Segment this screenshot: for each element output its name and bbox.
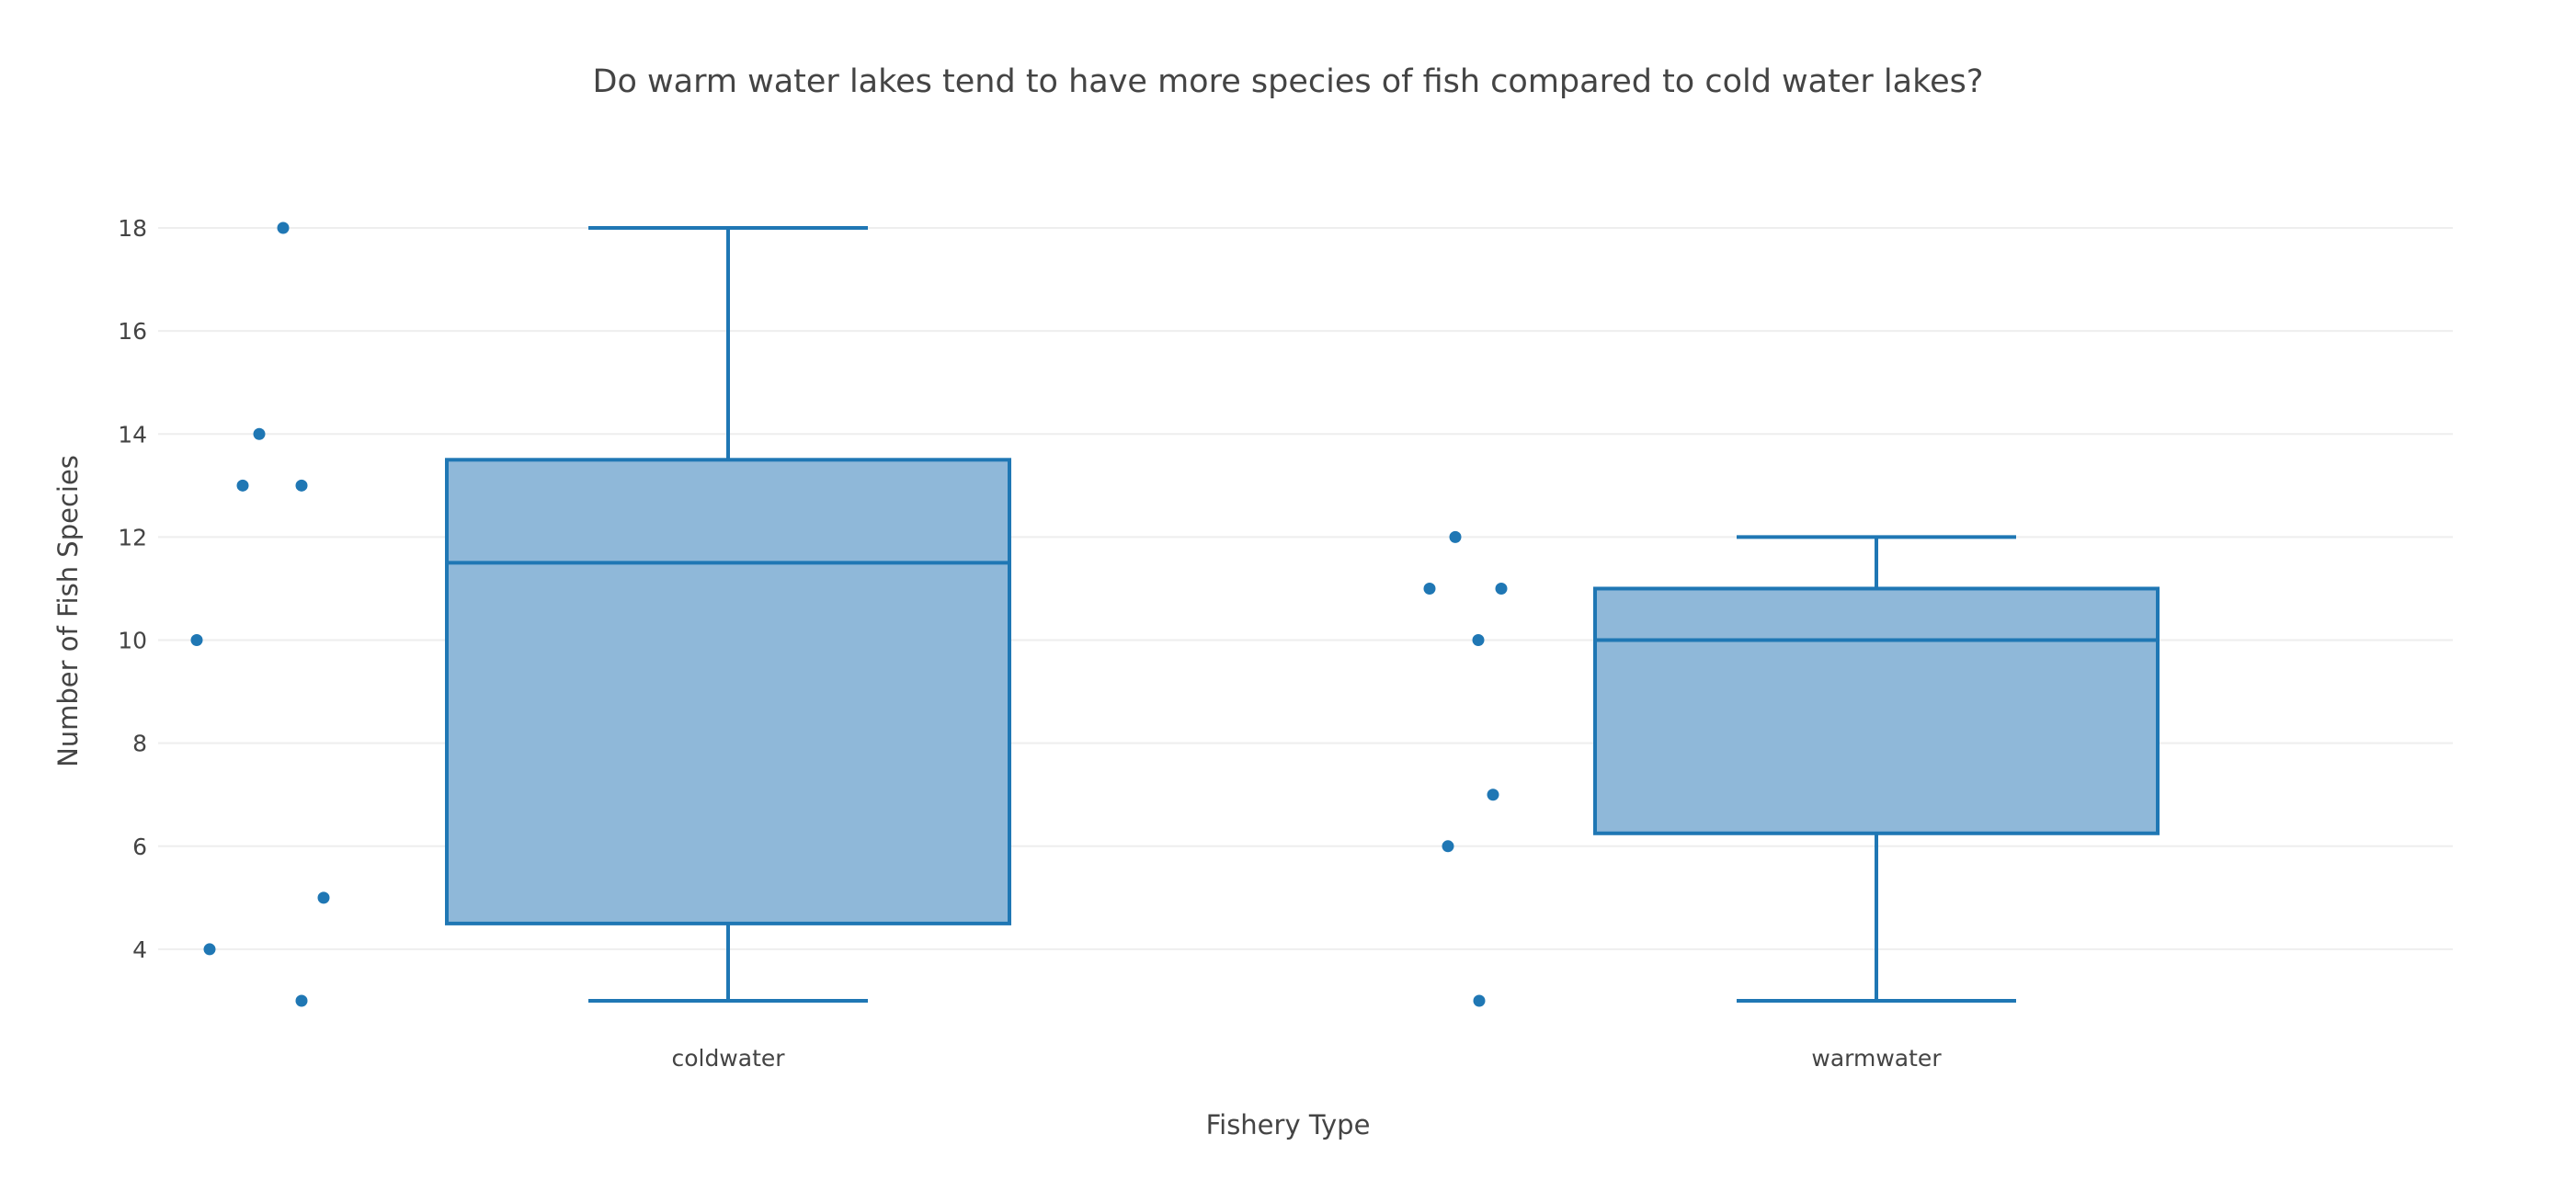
data-point: [295, 994, 308, 1007]
y-tick-label: 10: [118, 628, 147, 654]
x-axis-title: Fishery Type: [1206, 1109, 1371, 1140]
data-point: [1495, 582, 1508, 595]
y-tick-label: 4: [132, 936, 147, 963]
data-point: [1473, 994, 1486, 1007]
x-axis-ticks: coldwater warmwater: [671, 1045, 1942, 1072]
data-point: [1472, 634, 1485, 647]
data-point: [277, 221, 290, 234]
y-axis-title: Number of Fish Species: [52, 455, 84, 767]
data-point: [236, 479, 249, 492]
x-tick-label: warmwater: [1811, 1045, 1942, 1072]
y-tick-label: 18: [118, 215, 147, 242]
data-point: [295, 479, 308, 492]
data-point: [1423, 582, 1436, 595]
data-point: [203, 943, 216, 956]
y-tick-label: 6: [132, 834, 147, 860]
x-tick-label: coldwater: [671, 1045, 785, 1072]
data-point: [317, 891, 330, 904]
data-point: [1449, 530, 1462, 543]
data-point: [190, 634, 203, 647]
chart-title: Do warm water lakes tend to have more sp…: [593, 63, 1984, 100]
data-point: [253, 427, 266, 440]
box-coldwater: [445, 226, 1011, 1003]
box-warmwater: [1593, 535, 2160, 1003]
y-tick-label: 12: [118, 524, 147, 550]
y-axis-ticks: 4 6 8 10 12 14 16 18: [118, 215, 147, 963]
data-point: [1442, 840, 1454, 853]
points-layer: [190, 221, 1508, 1007]
iqr-box: [445, 458, 1011, 925]
iqr-box: [1593, 586, 2160, 835]
boxes-layer: [445, 226, 2160, 1003]
y-tick-label: 8: [132, 731, 147, 757]
data-point: [1487, 789, 1499, 801]
y-tick-label: 14: [118, 421, 147, 448]
y-tick-label: 16: [118, 318, 147, 345]
